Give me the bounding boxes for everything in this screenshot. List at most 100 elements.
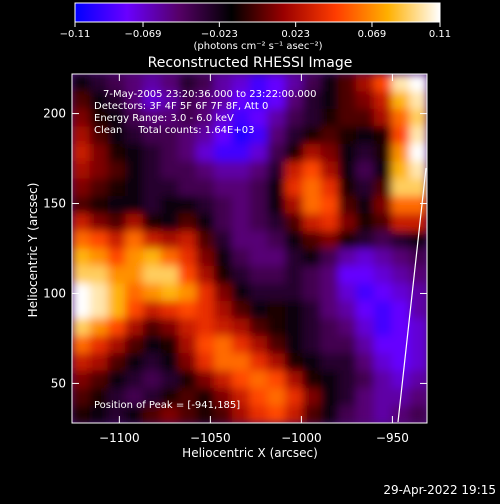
heatmap-cell xyxy=(160,265,180,284)
heatmap-cell xyxy=(249,231,268,250)
heatmap-cell xyxy=(249,283,268,302)
heatmap-cell xyxy=(267,405,286,423)
heatmap-cell xyxy=(125,335,144,354)
heatmap-cell xyxy=(338,388,357,407)
heatmap-cell xyxy=(143,353,162,372)
heatmap-cell xyxy=(373,74,393,93)
heatmap-cell xyxy=(356,74,375,93)
heatmap-cell xyxy=(338,405,357,423)
heatmap-cell xyxy=(338,143,357,162)
heatmap-cell xyxy=(409,213,427,232)
heatmap-cell xyxy=(231,231,251,250)
heatmap-cell xyxy=(302,318,322,337)
x-tick-label: −1050 xyxy=(190,431,231,445)
heatmap-cell xyxy=(231,143,251,162)
heatmap-cell xyxy=(409,248,427,267)
heatmap-cell xyxy=(267,335,286,354)
heatmap-cell xyxy=(320,283,339,302)
colorbar: −0.11 −0.069 −0.023 0.023 0.069 0.11 (photons… xyxy=(60,2,451,52)
heatmap-cell xyxy=(72,335,91,354)
heatmap-cell xyxy=(267,353,286,372)
heatmap-cell xyxy=(338,126,357,145)
heatmap-cell xyxy=(373,108,393,127)
heatmap-cell xyxy=(320,108,339,127)
heatmap-cell xyxy=(89,318,109,337)
colorbar-tick-label: −0.023 xyxy=(201,29,238,40)
heatmap-cell xyxy=(373,283,393,302)
heatmap-cell xyxy=(267,231,286,250)
heatmap-cell xyxy=(196,353,215,372)
heatmap-cell xyxy=(285,405,304,423)
heatmap-image xyxy=(72,74,427,423)
annotation-clean-counts: Clean Total counts: 1.64E+03 xyxy=(94,125,254,136)
heatmap-cell xyxy=(143,405,162,423)
heatmap-cell xyxy=(178,161,197,180)
heatmap-cell xyxy=(89,143,109,162)
heatmap-cell xyxy=(196,143,215,162)
heatmap-cell xyxy=(231,405,251,423)
heatmap-cell xyxy=(196,161,215,180)
heatmap-cell xyxy=(107,300,126,319)
x-axis-label: Heliocentric X (arcsec) xyxy=(182,446,318,460)
heatmap-cell xyxy=(302,161,322,180)
heatmap-cell xyxy=(107,196,126,215)
heatmap-cell xyxy=(125,388,144,407)
heatmap-cell xyxy=(373,318,393,337)
heatmap-cell xyxy=(302,178,322,197)
heatmap-cell xyxy=(89,74,109,93)
heatmap-cell xyxy=(125,370,144,389)
heatmap-cell xyxy=(320,335,339,354)
heatmap-cell xyxy=(178,388,197,407)
x-axis-ticks: −1100 −1050 −1000 −950 xyxy=(99,74,409,445)
heatmap-cell xyxy=(391,231,410,250)
heatmap-cell xyxy=(107,213,126,232)
heatmap-cell xyxy=(231,265,251,284)
heatmap-cell xyxy=(249,388,268,407)
heatmap-cell xyxy=(231,318,251,337)
x-tick-label: −1100 xyxy=(99,431,140,445)
heatmap-cell xyxy=(125,231,144,250)
heatmap-cell xyxy=(125,126,144,145)
heatmap-cell xyxy=(214,335,233,354)
heatmap-cell xyxy=(373,265,393,284)
heatmap-cell xyxy=(214,370,233,389)
heatmap-cell xyxy=(178,353,197,372)
heatmap-cell xyxy=(373,231,393,250)
heatmap-cell xyxy=(160,74,180,93)
heatmap-cell xyxy=(143,143,162,162)
heatmap-cell xyxy=(373,161,393,180)
heatmap-cell xyxy=(338,108,357,127)
heatmap-cell xyxy=(409,318,427,337)
heatmap-cell xyxy=(285,213,304,232)
heatmap-cell xyxy=(214,300,233,319)
heatmap-cell xyxy=(373,353,393,372)
heatmap-cell xyxy=(125,300,144,319)
heatmap-cell xyxy=(356,213,375,232)
heatmap-cell xyxy=(72,231,91,250)
heatmap-cell xyxy=(89,370,109,389)
y-tick-label: 200 xyxy=(43,107,66,121)
heatmap-cell xyxy=(320,300,339,319)
heatmap-cell xyxy=(285,91,304,110)
heatmap-cell xyxy=(409,283,427,302)
heatmap-cell xyxy=(125,265,144,284)
heatmap-cell xyxy=(356,405,375,423)
heatmap-cell xyxy=(143,213,162,232)
heatmap-cell xyxy=(214,178,233,197)
heatmap-cell xyxy=(89,213,109,232)
heatmap-cell xyxy=(391,108,410,127)
heatmap-cell xyxy=(214,74,233,93)
heatmap-cell xyxy=(320,178,339,197)
heatmap-cell xyxy=(373,370,393,389)
colorbar-tick-label: 0.023 xyxy=(281,29,310,40)
heatmap-cell xyxy=(373,126,393,145)
annotation-peak-position: Position of Peak = [-941,185] xyxy=(94,400,240,411)
heatmap-cell xyxy=(320,388,339,407)
heatmap-cell xyxy=(338,283,357,302)
heatmap-cell xyxy=(249,108,268,127)
heatmap-cell xyxy=(409,388,427,407)
heatmap-cell xyxy=(373,248,393,267)
heatmap-cell xyxy=(391,126,410,145)
heatmap-cell xyxy=(409,196,427,215)
